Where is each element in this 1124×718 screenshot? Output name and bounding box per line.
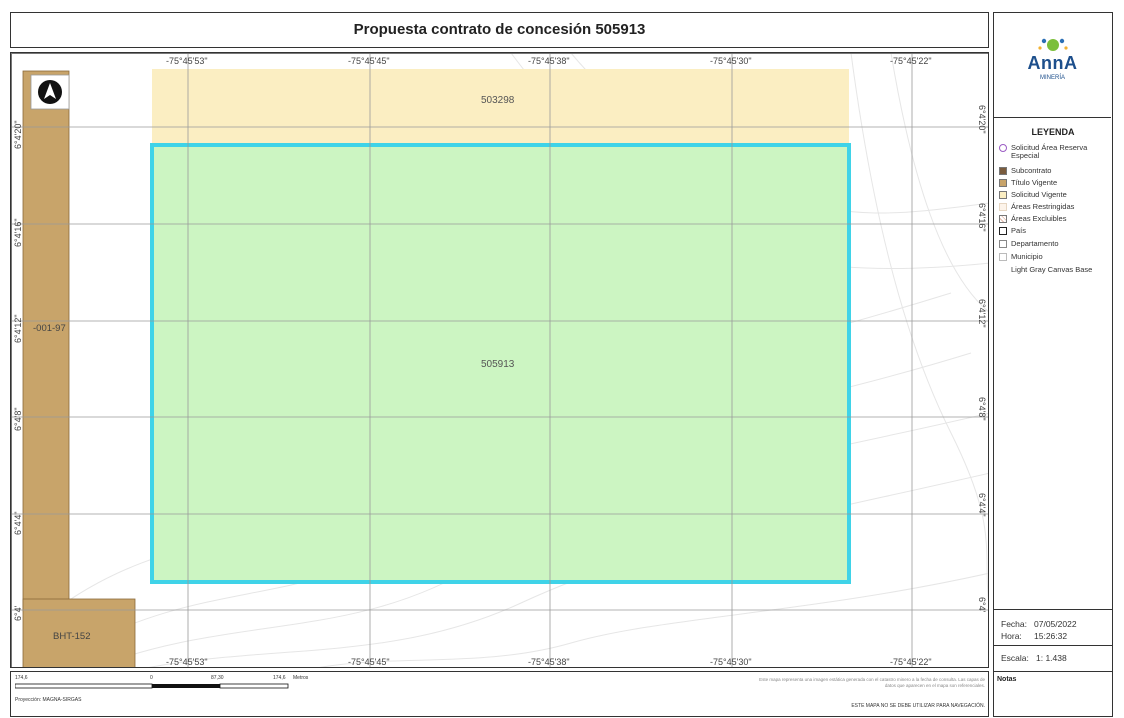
notas-label: Notas [997,676,1017,683]
legend-swatch [999,227,1007,235]
top-lon-label: -75°45'53" [166,56,208,66]
right-lat-label: 6°4'4" [977,493,987,517]
purple-ring-icon [999,144,1007,152]
left-lat-label: 6°4' [13,605,23,621]
projection-text: Proyección: MAGNA-SIRGAS [15,697,82,703]
legend-swatch [999,253,1007,261]
map-frame[interactable]: 503298 505913 -001-97 BHT-152 -75°45'53"… [10,52,989,668]
right-lat-label: 6°4'16" [977,203,987,232]
bht-label: BHT-152 [53,631,91,642]
notes-box[interactable]: Notas [994,671,1112,717]
solicitud-503298-area[interactable] [152,69,849,145]
scale-label: 174,6 [273,675,286,681]
bottom-lon-label: -75°45'45" [348,657,390,667]
right-lat-label: 6°4'8" [977,397,987,421]
scale-box: Escala: 1: 1.438 [994,645,1112,670]
legend-swatch [999,167,1007,175]
legend-item: Light Gray Canvas Base [1011,265,1093,274]
map-canvas [11,53,988,667]
legend-swatch [999,203,1007,211]
top-lon-label: -75°45'22" [890,56,932,66]
scale-label: 0 [150,675,153,681]
scale-label: Metros [293,675,309,681]
right-lat-label: 6°4'20" [977,105,987,134]
bottom-lon-label: -75°45'22" [890,657,932,667]
left-lat-label: 6°4'20" [13,120,23,149]
right-panel: AnnA MINERÍA LEYENDA Solicitud Área Rese… [993,12,1113,717]
logo-subtext: MINERÍA [1039,75,1065,81]
hora-value: 15:26:32 [1034,631,1068,641]
bottom-lon-label: -75°45'30" [710,657,752,667]
legend-swatch [999,179,1007,187]
logo-text: AnnA [1027,53,1078,73]
legend-item: Solicitud Área Reserva Especial [999,144,1111,160]
top-lon-label: -75°45'38" [528,56,570,66]
logo-icon [1038,38,1068,51]
proposal-label: 505913 [481,359,515,370]
north-arrow-icon [30,74,70,110]
right-lat-label: 6°4' [977,597,987,613]
legend-swatch [999,240,1007,248]
hora-label: Hora: [1001,631,1022,641]
legend-swatch [999,191,1007,199]
solicitud-label: 503298 [481,95,515,106]
fecha-label: Fecha: [1001,619,1027,629]
coordinate-grid [11,53,988,667]
proposal-505913-area[interactable] [150,143,851,584]
date-time-box: Fecha: 07/05/2022 Hora: 15:26:32 [994,609,1112,644]
fecha-value: 07/05/2022 [1034,619,1077,629]
legend-item: Departamento [999,240,1111,248]
footer-bar: 174,6 0 87,30 174,6 Metros Proyección: M… [10,671,989,717]
bottom-lon-label: -75°45'53" [166,657,208,667]
legend-item: Título Vigente [999,179,1111,187]
escala-value: 1: 1.438 [1036,653,1067,663]
legend-item: Áreas Excluibles [999,215,1111,223]
left-lat-label: 6°4'4" [13,511,23,535]
legend-item: Áreas Restringidas [999,203,1111,211]
bottom-lon-label: -75°45'38" [528,657,570,667]
disclaimer-warning: ESTE MAPA NO SE DEBE UTILIZAR PARA NAVEG… [851,703,985,709]
logo-box: AnnA MINERÍA [994,13,1111,118]
legend-item: Solicitud Vigente [999,191,1111,199]
disclaimer-text: Este mapa representa una imagen estática… [759,677,985,688]
right-lat-label: 6°4'12" [977,299,987,328]
left-lat-label: 6°4'16" [13,218,23,247]
strip-label: -001-97 [33,323,66,334]
top-lon-label: -75°45'45" [348,56,390,66]
title-strip-area[interactable] [22,70,70,612]
legend-item: País [999,227,1111,235]
legend-item: Municipio [999,253,1111,261]
scale-label: 174,6 [15,675,28,681]
map-title-box: Propuesta contrato de concesión 505913 [10,12,989,48]
top-lon-label: -75°45'30" [710,56,752,66]
left-lat-label: 6°4'12" [13,314,23,343]
legend-title: LEYENDA [1031,127,1075,137]
left-lat-label: 6°4'8" [13,407,23,431]
legend-item: Subcontrato [999,167,1111,175]
hatch-swatch-icon [999,215,1007,223]
scale-bar-graphic [15,683,289,689]
escala-label: Escala: [1001,653,1029,663]
scale-label: 87,30 [211,675,224,681]
map-title: Propuesta contrato de concesión 505913 [353,21,646,38]
